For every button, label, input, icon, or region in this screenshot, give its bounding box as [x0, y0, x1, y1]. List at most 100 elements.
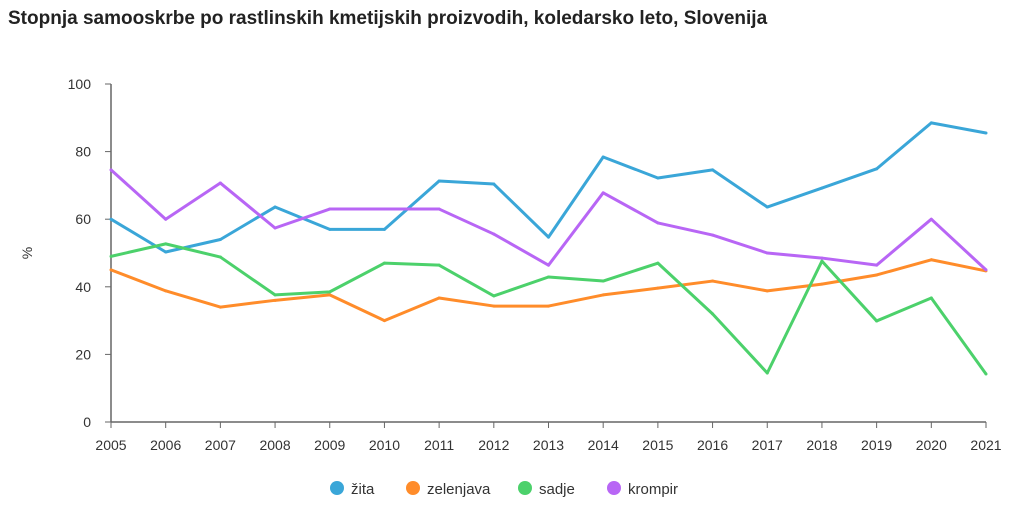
data-point-žita — [382, 227, 386, 231]
data-point-zelenjava — [437, 296, 441, 300]
data-point-zelenjava — [547, 304, 550, 308]
data-point-žita — [820, 186, 824, 190]
x-tick-label: 2013 — [533, 437, 564, 453]
x-tick-label: 2015 — [642, 437, 673, 453]
data-point-sadje — [328, 290, 332, 294]
x-tick-label: 2012 — [478, 437, 509, 453]
data-point-žita — [547, 235, 550, 239]
y-axis-label: % — [19, 247, 35, 259]
series-line-žita — [110, 121, 987, 254]
data-point-sadje — [218, 255, 222, 259]
data-point-krompir — [601, 191, 605, 195]
data-point-krompir — [820, 256, 824, 260]
x-tick-label: 2009 — [314, 437, 345, 453]
x-tick-label: 2020 — [916, 437, 947, 453]
data-point-sadje — [492, 294, 496, 298]
data-point-krompir — [875, 263, 879, 267]
y-tick-label: 0 — [83, 414, 91, 430]
legend-marker-sadje — [518, 481, 532, 495]
x-tick-label: 2019 — [861, 437, 892, 453]
y-tick-label: 20 — [75, 346, 91, 362]
legend-label-krompir: krompir — [628, 481, 678, 498]
data-point-krompir — [547, 263, 550, 267]
y-tick-label: 40 — [75, 279, 91, 295]
data-point-zelenjava — [273, 298, 277, 302]
x-tick-label: 2016 — [697, 437, 728, 453]
data-point-sadje — [711, 312, 715, 316]
data-point-zelenjava — [601, 293, 605, 297]
data-point-žita — [492, 182, 496, 186]
data-point-krompir — [164, 217, 168, 221]
data-point-sadje — [273, 293, 277, 297]
data-point-žita — [109, 217, 113, 221]
y-tick-label: 80 — [75, 144, 91, 160]
data-point-žita — [601, 155, 605, 159]
data-point-krompir — [656, 221, 660, 225]
data-point-žita — [765, 205, 769, 209]
data-point-sadje — [109, 254, 113, 258]
legend-marker-zelenjava — [406, 481, 420, 495]
data-point-sadje — [437, 263, 441, 267]
legend-marker-krompir — [607, 481, 621, 495]
x-tick-label: 2005 — [95, 437, 126, 453]
x-tick-label: 2011 — [424, 437, 454, 453]
data-point-krompir — [109, 168, 113, 172]
data-point-žita — [984, 131, 988, 135]
x-tick-label: 2021 — [970, 437, 1001, 453]
data-point-sadje — [820, 259, 824, 263]
data-point-zelenjava — [382, 319, 386, 323]
data-point-sadje — [164, 242, 168, 246]
data-point-krompir — [218, 181, 222, 185]
data-point-sadje — [382, 261, 386, 265]
data-point-zelenjava — [164, 289, 168, 293]
data-point-žita — [711, 168, 715, 172]
data-point-krompir — [382, 207, 386, 211]
data-point-žita — [328, 227, 332, 231]
data-point-žita — [929, 121, 933, 125]
data-point-krompir — [328, 207, 332, 211]
data-point-sadje — [765, 371, 769, 375]
data-point-zelenjava — [218, 305, 222, 309]
data-point-sadje — [929, 296, 933, 300]
data-point-krompir — [711, 233, 715, 237]
data-point-krompir — [765, 251, 769, 255]
legend-label-zelenjava: zelenjava — [427, 481, 491, 498]
legend-label-žita: žita — [351, 481, 375, 498]
legend-marker-žita — [330, 481, 344, 495]
series-line-krompir — [109, 168, 988, 271]
x-tick-label: 2017 — [752, 437, 783, 453]
x-tick-label: 2014 — [588, 437, 619, 453]
data-point-krompir — [984, 268, 988, 272]
x-tick-label: 2008 — [259, 437, 290, 453]
data-point-krompir — [929, 217, 933, 221]
data-point-zelenjava — [328, 293, 332, 297]
data-point-žita — [164, 250, 168, 254]
data-point-zelenjava — [929, 258, 933, 262]
data-point-žita — [273, 205, 277, 209]
data-point-zelenjava — [492, 304, 496, 308]
data-point-zelenjava — [711, 279, 715, 283]
y-tick-label: 100 — [68, 76, 92, 92]
data-point-sadje — [875, 319, 879, 323]
data-point-krompir — [437, 207, 441, 211]
data-point-sadje — [547, 275, 550, 279]
data-point-žita — [656, 176, 660, 180]
x-tick-label: 2010 — [369, 437, 400, 453]
data-point-sadje — [984, 372, 988, 376]
data-point-žita — [875, 167, 879, 171]
data-point-zelenjava — [875, 273, 879, 277]
data-point-zelenjava — [820, 282, 824, 286]
data-point-zelenjava — [656, 286, 660, 290]
data-point-zelenjava — [765, 289, 769, 293]
series-line-zelenjava — [110, 258, 987, 323]
chart-title: Stopnja samooskrbe po rastlinskih kmetij… — [8, 8, 768, 29]
x-tick-label: 2006 — [150, 437, 181, 453]
data-point-zelenjava — [109, 268, 113, 272]
legend-label-sadje: sadje — [539, 481, 575, 498]
x-tick-label: 2018 — [806, 437, 837, 453]
data-point-krompir — [273, 226, 277, 230]
x-tick-label: 2007 — [205, 437, 236, 453]
data-point-sadje — [656, 261, 660, 265]
data-point-žita — [218, 237, 222, 241]
